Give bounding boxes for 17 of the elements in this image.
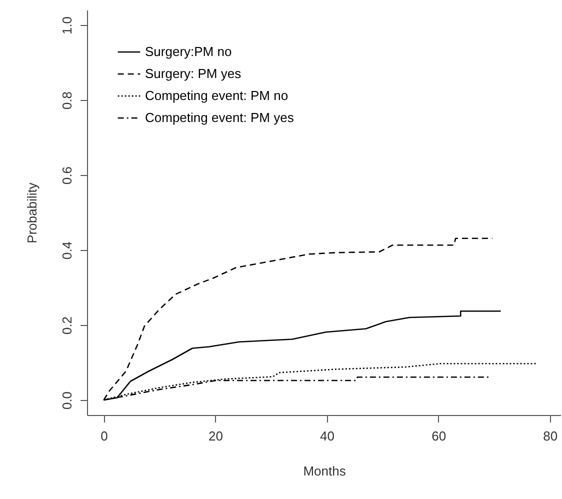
legend-label: Surgery:PM no (145, 44, 232, 59)
x-tick-label: 40 (320, 428, 335, 444)
y-tick-label: 0.6 (60, 166, 74, 185)
legend-label: Surgery: PM yes (145, 66, 242, 81)
x-tick-label: 20 (208, 428, 223, 444)
y-tick-label: 0.0 (60, 391, 74, 410)
y-tick-label: 0.4 (60, 241, 74, 260)
y-tick-label: 0.8 (60, 91, 74, 110)
legend-label: Competing event: PM no (145, 88, 288, 103)
y-tick-label: 1.0 (60, 16, 74, 35)
legend-label: Competing event: PM yes (145, 110, 294, 125)
x-tick-label: 0 (100, 428, 108, 444)
y-axis-title: Probability (24, 182, 40, 244)
y-tick-label: 0.2 (60, 316, 74, 335)
x-tick-label: 80 (543, 428, 558, 444)
x-axis-title: Months (303, 464, 346, 478)
x-tick-label: 60 (432, 428, 446, 444)
